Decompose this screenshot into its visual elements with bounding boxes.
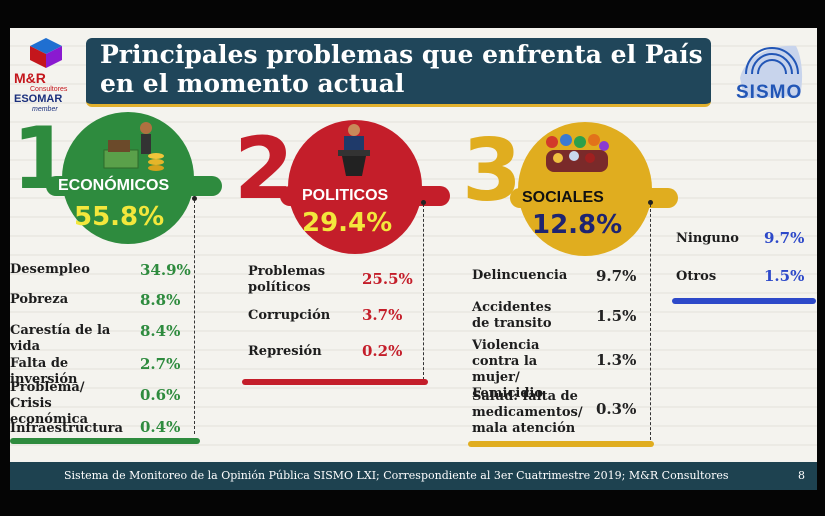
cat2-row-3-value: 0.2% — [362, 342, 403, 360]
slide: M&R Consultores ESOMAR member Principale… — [10, 28, 817, 490]
cat1-row-4-value: 2.7% — [140, 355, 181, 373]
logo-left-esomar: ESOMAR — [14, 93, 63, 105]
cat3-row-4-label: Salud: falta de medicamentos/ mala atenc… — [472, 389, 583, 436]
category-3-connector-dot — [648, 200, 653, 205]
footer-bar: Sistema de Monitoreo de la Opinión Públi… — [10, 462, 817, 490]
category-3-percent: 12.8% — [532, 210, 623, 240]
title-bar — [86, 38, 711, 107]
category-1-percent: 55.8% — [74, 202, 165, 232]
category-2-label: POLITICOS — [302, 187, 389, 204]
cat3-row-4-value: 0.3% — [596, 400, 637, 418]
footer-text: Sistema de Monitoreo de la Opinión Públi… — [64, 469, 729, 482]
cat1-row-6-label: Infraestructura — [10, 421, 123, 436]
cat3-row-1-value: 9.7% — [596, 267, 637, 285]
cat1-row-2-label: Pobreza — [10, 292, 69, 307]
cat2-row-2-label: Corrupción — [248, 308, 331, 323]
cat1-row-5-value: 0.6% — [140, 386, 181, 404]
others-underline — [672, 298, 816, 304]
category-2-connector-dot — [421, 200, 426, 205]
category-1-connector — [194, 200, 195, 434]
cat1-row-1-label: Desempleo — [10, 262, 90, 277]
cat1-row-4-label: Falta de inversión — [10, 356, 78, 387]
cat2-row-2-value: 3.7% — [362, 306, 403, 324]
category-1-band — [46, 176, 222, 196]
cat3-row-2-value: 1.5% — [596, 307, 637, 325]
logo-right-name: SISMO — [736, 82, 803, 103]
podium-speaker-icon — [338, 124, 370, 176]
mr-consultores-logo: M&R Consultores ESOMAR member — [12, 34, 78, 120]
cat1-row-2-value: 8.8% — [140, 291, 181, 309]
cat2-row-3-label: Represión — [248, 344, 322, 359]
cat1-row-3-value: 8.4% — [140, 322, 181, 340]
sismo-logo: SISMO — [730, 38, 814, 114]
others-row-1-value: 9.7% — [764, 229, 805, 247]
category-3-band — [510, 188, 678, 208]
map-icon — [740, 45, 803, 98]
cat1-row-1-value: 34.9% — [140, 261, 191, 279]
category-2-band — [280, 186, 450, 206]
cat1-row-3-label: Carestía de la vida — [10, 323, 111, 354]
logo-left-member: member — [32, 106, 58, 113]
page-number: 8 — [798, 469, 805, 482]
category-2-percent: 29.4% — [302, 208, 393, 238]
category-1-connector-dot — [192, 196, 197, 201]
category-3-connector — [650, 204, 651, 440]
logo-left-name: M&R — [14, 70, 46, 86]
logo-left-sub: Consultores — [30, 86, 68, 93]
money-icon — [103, 122, 164, 171]
cat3-row-3-value: 1.3% — [596, 351, 637, 369]
cat3-row-2-label: Accidentes de transito — [472, 300, 552, 331]
category-2-connector — [423, 204, 424, 380]
others-row-2-value: 1.5% — [764, 267, 805, 285]
page-title: Principales problemas que enfrenta el Pa… — [100, 40, 703, 98]
category-3-label: SOCIALES — [522, 189, 604, 206]
category-1-label: ECONÓMICOS — [58, 177, 170, 194]
category-3-underline — [468, 441, 654, 447]
crowd-icon — [546, 134, 609, 172]
others-row-2-label: Otros — [676, 269, 717, 284]
cat1-row-5-label: Problema/ Crisis económica — [10, 380, 89, 427]
category-1-underline — [10, 438, 200, 444]
cat1-row-6-value: 0.4% — [140, 418, 181, 436]
others-row-1-label: Ninguno — [676, 231, 739, 246]
category-2-underline — [242, 379, 428, 385]
cat3-row-1-label: Delincuencia — [472, 268, 568, 283]
cat2-row-1-value: 25.5% — [362, 270, 413, 288]
cube-icon — [30, 38, 62, 68]
cat2-row-1-label: Problemas políticos — [248, 264, 326, 295]
cat3-row-3-label: Violencia contra la mujer/ Femicidio — [472, 338, 544, 401]
